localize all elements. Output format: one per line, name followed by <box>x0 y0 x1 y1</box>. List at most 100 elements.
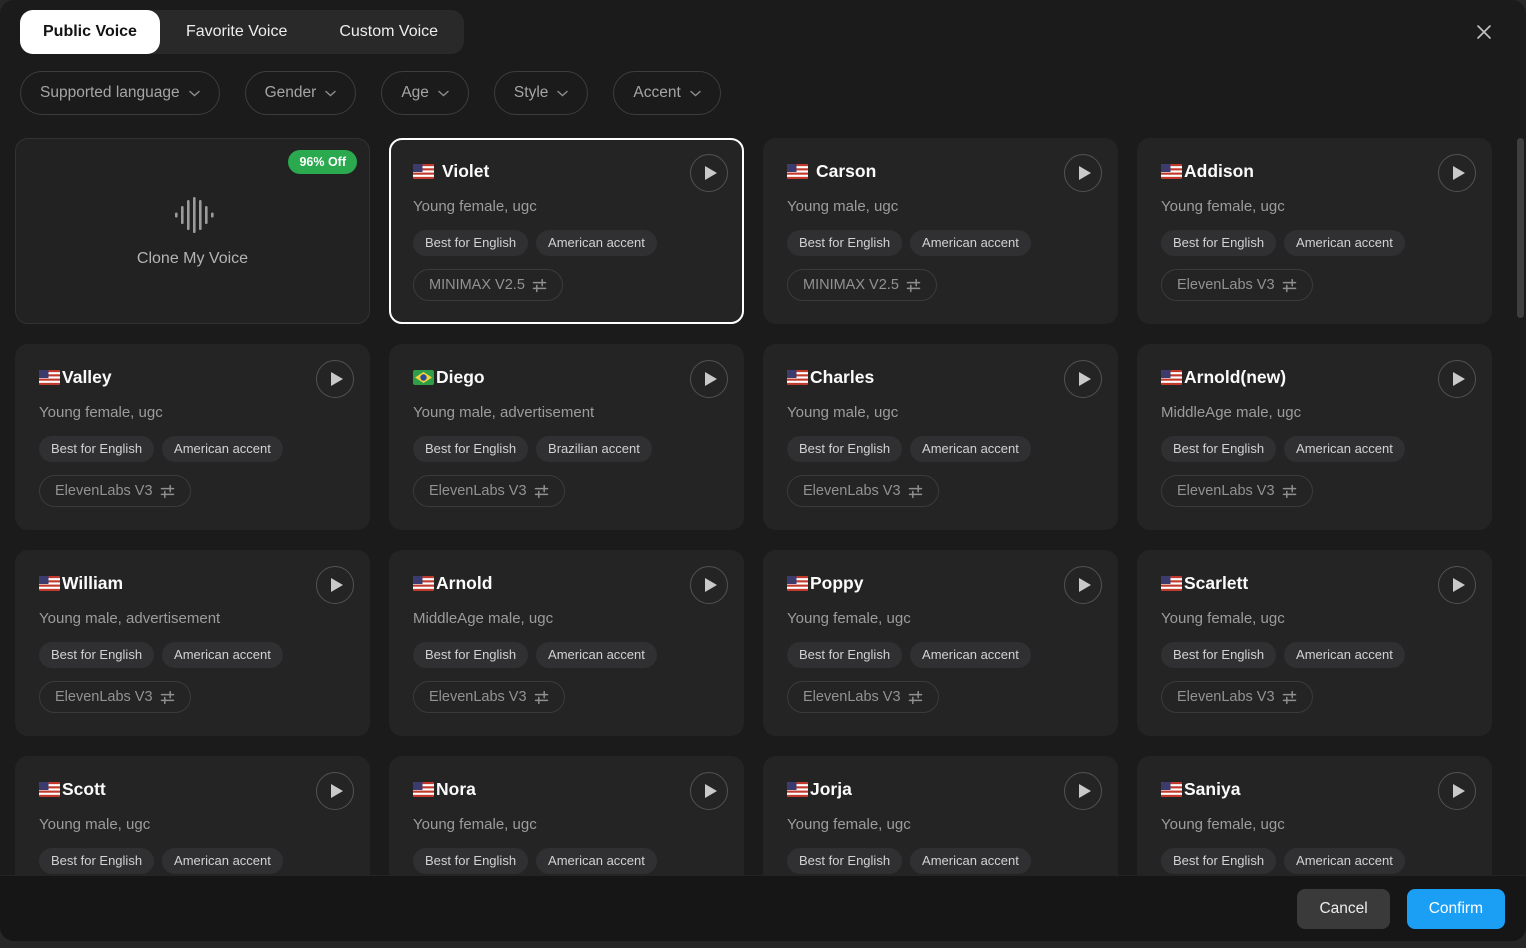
play-button[interactable] <box>316 360 354 398</box>
model-badge[interactable]: ElevenLabs V3 <box>1161 681 1313 713</box>
voice-tag: American accent <box>910 436 1031 462</box>
model-name: ElevenLabs V3 <box>429 689 527 705</box>
filter-age[interactable]: Age <box>381 71 469 115</box>
voice-card[interactable]: Arnold MiddleAge male, ugc Best for Engl… <box>389 550 744 736</box>
voice-card[interactable]: Nora Young female, ugc Best for English A… <box>389 756 744 875</box>
clone-my-voice-card[interactable]: 96% Off Clone My Voice <box>15 138 370 324</box>
model-settings-sliders-icon <box>1282 484 1296 498</box>
voice-name-row: Violet <box>413 160 720 182</box>
voice-tag: Best for English <box>1161 230 1277 256</box>
voice-card[interactable]: Scarlett Young female, ugc Best for Engl… <box>1137 550 1492 736</box>
model-badge[interactable]: ElevenLabs V3 <box>413 475 565 507</box>
voice-card[interactable]: Addison Young female, ugc Best for Engli… <box>1137 138 1492 324</box>
voice-tag: Best for English <box>413 848 529 874</box>
voice-card[interactable]: Saniya Young female, ugc Best for Englis… <box>1137 756 1492 875</box>
voice-card[interactable]: Valley Young female, ugc Best for Englis… <box>15 344 370 530</box>
voice-tag: American accent <box>162 436 283 462</box>
play-button[interactable] <box>690 360 728 398</box>
play-button[interactable] <box>1438 360 1476 398</box>
model-badge[interactable]: ElevenLabs V3 <box>1161 475 1313 507</box>
clone-card-label: Clone My Voice <box>136 249 249 267</box>
voice-name: Saniya <box>1184 779 1241 799</box>
play-button[interactable] <box>316 566 354 604</box>
voice-card[interactable]: William Young male, advertisement Best f… <box>15 550 370 736</box>
filter-label: Accent <box>633 84 681 101</box>
tab-favorite-voice[interactable]: Favorite Voice <box>185 23 288 40</box>
chevron-down-icon <box>557 90 569 97</box>
play-button[interactable] <box>1064 566 1102 604</box>
voice-card[interactable]: Charles Young male, ugc Best for English… <box>763 344 1118 530</box>
voice-name: Carson <box>816 161 877 181</box>
play-button[interactable] <box>1064 772 1102 810</box>
model-name: ElevenLabs V3 <box>429 483 527 499</box>
voice-name: Jorja <box>810 779 852 799</box>
model-settings-sliders-icon <box>160 690 174 704</box>
voice-tag: Best for English <box>787 230 903 256</box>
model-badge[interactable]: ElevenLabs V3 <box>787 475 939 507</box>
tab-custom-voice[interactable]: Custom Voice <box>339 23 439 40</box>
us-flag-icon <box>1161 163 1182 179</box>
voice-tag: American accent <box>1284 230 1405 256</box>
model-settings-sliders-icon <box>908 484 922 498</box>
model-badge[interactable]: ElevenLabs V3 <box>39 475 191 507</box>
play-button[interactable] <box>1064 360 1102 398</box>
filter-accent[interactable]: Accent <box>613 71 721 115</box>
play-icon <box>330 578 343 592</box>
voice-card[interactable]: Scott Young male, ugc Best for English Am… <box>15 756 370 875</box>
play-icon <box>1452 372 1465 386</box>
scrollbar-thumb[interactable] <box>1517 138 1524 318</box>
voice-card[interactable]: Violet Young female, ugc Best for Englis… <box>389 138 744 324</box>
voice-card[interactable]: Jorja Young female, ugc Best for English… <box>763 756 1118 875</box>
model-badge[interactable]: MINIMAX V2.5 <box>413 269 563 301</box>
play-button[interactable] <box>1438 566 1476 604</box>
model-name: ElevenLabs V3 <box>803 483 901 499</box>
filter-bar: Supported language Gender Age Style Acce… <box>20 71 721 115</box>
voice-description: Young female, ugc <box>787 816 911 833</box>
play-button[interactable] <box>690 772 728 810</box>
voice-name-row: Charles <box>787 366 1094 388</box>
model-badge[interactable]: ElevenLabs V3 <box>413 681 565 713</box>
play-button[interactable] <box>690 154 728 192</box>
model-badge[interactable]: ElevenLabs V3 <box>1161 269 1313 301</box>
play-icon <box>704 166 717 180</box>
close-icon[interactable] <box>1472 20 1496 44</box>
play-icon <box>1452 784 1465 798</box>
model-badge[interactable]: ElevenLabs V3 <box>787 681 939 713</box>
model-badge[interactable]: MINIMAX V2.5 <box>787 269 937 301</box>
voice-card[interactable]: Poppy Young female, ugc Best for English… <box>763 550 1118 736</box>
us-flag-icon <box>1161 575 1182 591</box>
model-settings-sliders-icon <box>532 278 547 292</box>
model-badge[interactable]: ElevenLabs V3 <box>39 681 191 713</box>
play-button[interactable] <box>690 566 728 604</box>
voice-card[interactable]: Carson Young male, ugc Best for English A… <box>763 138 1118 324</box>
cancel-button[interactable]: Cancel <box>1297 888 1390 929</box>
voice-name-row: Arnold(new) <box>1161 366 1468 388</box>
voice-grid: 96% Off Clone My Voice <box>15 138 1511 875</box>
play-icon <box>1078 784 1091 798</box>
voice-name-row: Nora <box>413 778 720 800</box>
voice-tag: American accent <box>162 848 283 874</box>
voice-tag: American accent <box>536 230 657 256</box>
voice-description: Young female, ugc <box>1161 610 1285 627</box>
model-name: ElevenLabs V3 <box>55 483 153 499</box>
play-button[interactable] <box>1438 154 1476 192</box>
voice-tag: American accent <box>1284 436 1405 462</box>
filter-supported-language[interactable]: Supported language <box>20 71 220 115</box>
voice-description: Young female, ugc <box>787 610 911 627</box>
tab-public-voice[interactable]: Public Voice <box>20 10 160 54</box>
filter-gender[interactable]: Gender <box>244 71 357 115</box>
model-name: MINIMAX V2.5 <box>803 277 899 293</box>
voice-card[interactable]: Diego Young male, advertisement Best for… <box>389 344 744 530</box>
filter-style[interactable]: Style <box>493 71 589 115</box>
model-settings-sliders-icon <box>1282 690 1296 704</box>
play-button[interactable] <box>1438 772 1476 810</box>
model-settings-sliders-icon <box>534 690 548 704</box>
voice-card[interactable]: Arnold(new) MiddleAge male, ugc Best for… <box>1137 344 1492 530</box>
confirm-button[interactable]: Confirm <box>1406 888 1505 929</box>
tag-list: Best for English American accent <box>413 230 720 256</box>
play-button[interactable] <box>1064 154 1102 192</box>
filter-label: Gender <box>264 84 317 101</box>
play-button[interactable] <box>316 772 354 810</box>
voice-tag: Best for English <box>39 436 155 462</box>
tag-list: Best for English American accent <box>39 848 346 874</box>
